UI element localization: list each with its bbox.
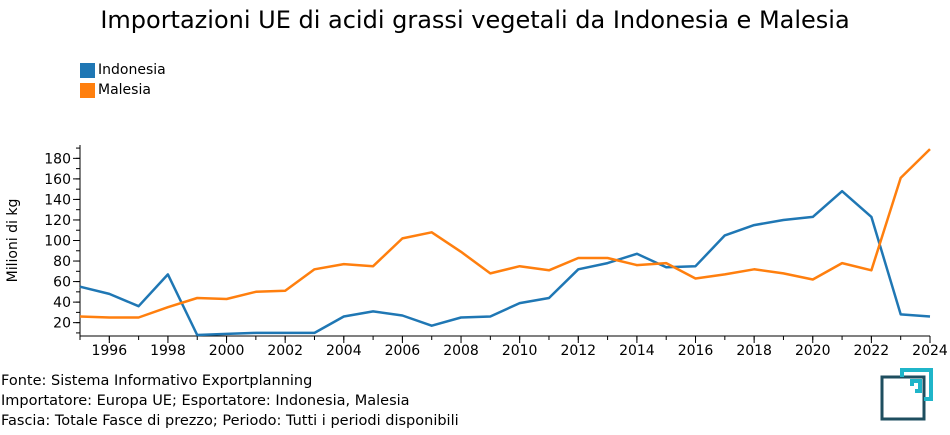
footer-band: Fascia: Totale Fasce di prezzo; Periodo:… bbox=[1, 413, 459, 429]
legend-swatch-malesia bbox=[80, 82, 95, 98]
x-tick-label: 2008 bbox=[443, 343, 479, 359]
exportplanning-logo-icon bbox=[880, 368, 933, 421]
x-tick-label: 2012 bbox=[560, 343, 596, 359]
legend-label-indonesia: Indonesia bbox=[98, 62, 166, 78]
y-tick-label: 80 bbox=[53, 254, 71, 270]
legend-swatch-indonesia bbox=[80, 62, 95, 78]
x-tick-label: 2014 bbox=[619, 343, 655, 359]
y-tick-label: 140 bbox=[44, 192, 71, 208]
legend: Indonesia Malesia bbox=[80, 60, 166, 100]
legend-label-malesia: Malesia bbox=[98, 82, 151, 98]
series-line-malesia bbox=[79, 148, 931, 319]
x-tick-label: 2006 bbox=[385, 343, 421, 359]
series-line-indonesia bbox=[79, 189, 931, 337]
x-tick-label: 2002 bbox=[267, 343, 303, 359]
x-tick-label: 2016 bbox=[678, 343, 714, 359]
y-tick-label: 20 bbox=[53, 316, 71, 332]
chart-axes: 1996 1998 2000 2002 2004 2006 2008 2010 2012 2014… bbox=[5, 145, 948, 359]
legend-item-indonesia: Indonesia bbox=[80, 60, 166, 80]
x-tick-label: 2020 bbox=[795, 343, 831, 359]
chart-series bbox=[79, 148, 931, 337]
x-tick-label: 2022 bbox=[854, 343, 890, 359]
x-tick-label: 1996 bbox=[91, 343, 127, 359]
y-axis-label: Milioni di kg bbox=[5, 199, 21, 283]
x-tick-label: 2018 bbox=[736, 343, 772, 359]
x-tick-label: 2010 bbox=[502, 343, 538, 359]
y-tick-label: 180 bbox=[44, 151, 71, 167]
x-tick-label: 2000 bbox=[209, 343, 245, 359]
legend-item-malesia: Malesia bbox=[80, 80, 166, 100]
chart-title: Importazioni UE di acidi grassi vegetali… bbox=[100, 6, 850, 34]
chart-footer: Fonte: Sistema Informativo Exportplannin… bbox=[1, 371, 459, 431]
y-tick-label: 100 bbox=[44, 234, 71, 250]
x-tick-label: 2024 bbox=[912, 343, 948, 359]
y-tick-label: 160 bbox=[44, 172, 71, 188]
x-tick-label: 1998 bbox=[150, 343, 186, 359]
footer-source: Fonte: Sistema Informativo Exportplannin… bbox=[1, 373, 313, 389]
y-tick-label: 40 bbox=[53, 295, 71, 311]
x-tick-label: 2004 bbox=[326, 343, 362, 359]
footer-importer: Importatore: Europa UE; Esportatore: Ind… bbox=[1, 393, 410, 409]
y-tick-label: 120 bbox=[44, 213, 71, 229]
y-tick-label: 60 bbox=[53, 275, 71, 291]
